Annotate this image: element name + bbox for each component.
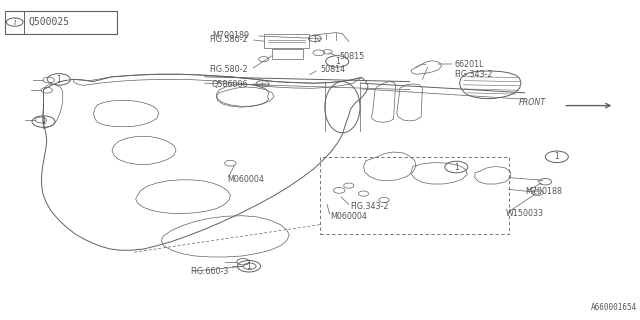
Text: A660001654: A660001654 [591,303,637,312]
Text: M060004: M060004 [227,175,264,184]
Text: 1: 1 [554,152,559,161]
Text: i: i [13,18,16,27]
Text: W150033: W150033 [506,209,543,218]
Text: 1: 1 [454,163,459,172]
Text: 1: 1 [335,57,340,66]
Text: FIG.580-2: FIG.580-2 [210,35,248,44]
Text: M060004: M060004 [330,212,367,221]
Text: FIG.343-2: FIG.343-2 [454,70,493,79]
Text: FIG.580-2: FIG.580-2 [210,65,248,74]
Text: 50814: 50814 [320,65,345,74]
Text: FIG.660-3: FIG.660-3 [191,267,229,276]
Text: 66201L: 66201L [454,60,484,68]
Bar [320,157,509,234]
Text: M700189: M700189 [212,31,250,40]
Text: FIG.343-2: FIG.343-2 [351,202,389,211]
Text: FRONT: FRONT [518,98,546,107]
Text: 50815: 50815 [339,52,364,61]
Text: Q586006: Q586006 [212,80,248,89]
Bar [5,11,117,34]
Text: 1: 1 [41,117,46,126]
Text: Q500025: Q500025 [28,17,69,27]
Text: M700188: M700188 [525,188,562,196]
Text: 1: 1 [56,75,61,84]
Text: 1: 1 [246,262,252,271]
